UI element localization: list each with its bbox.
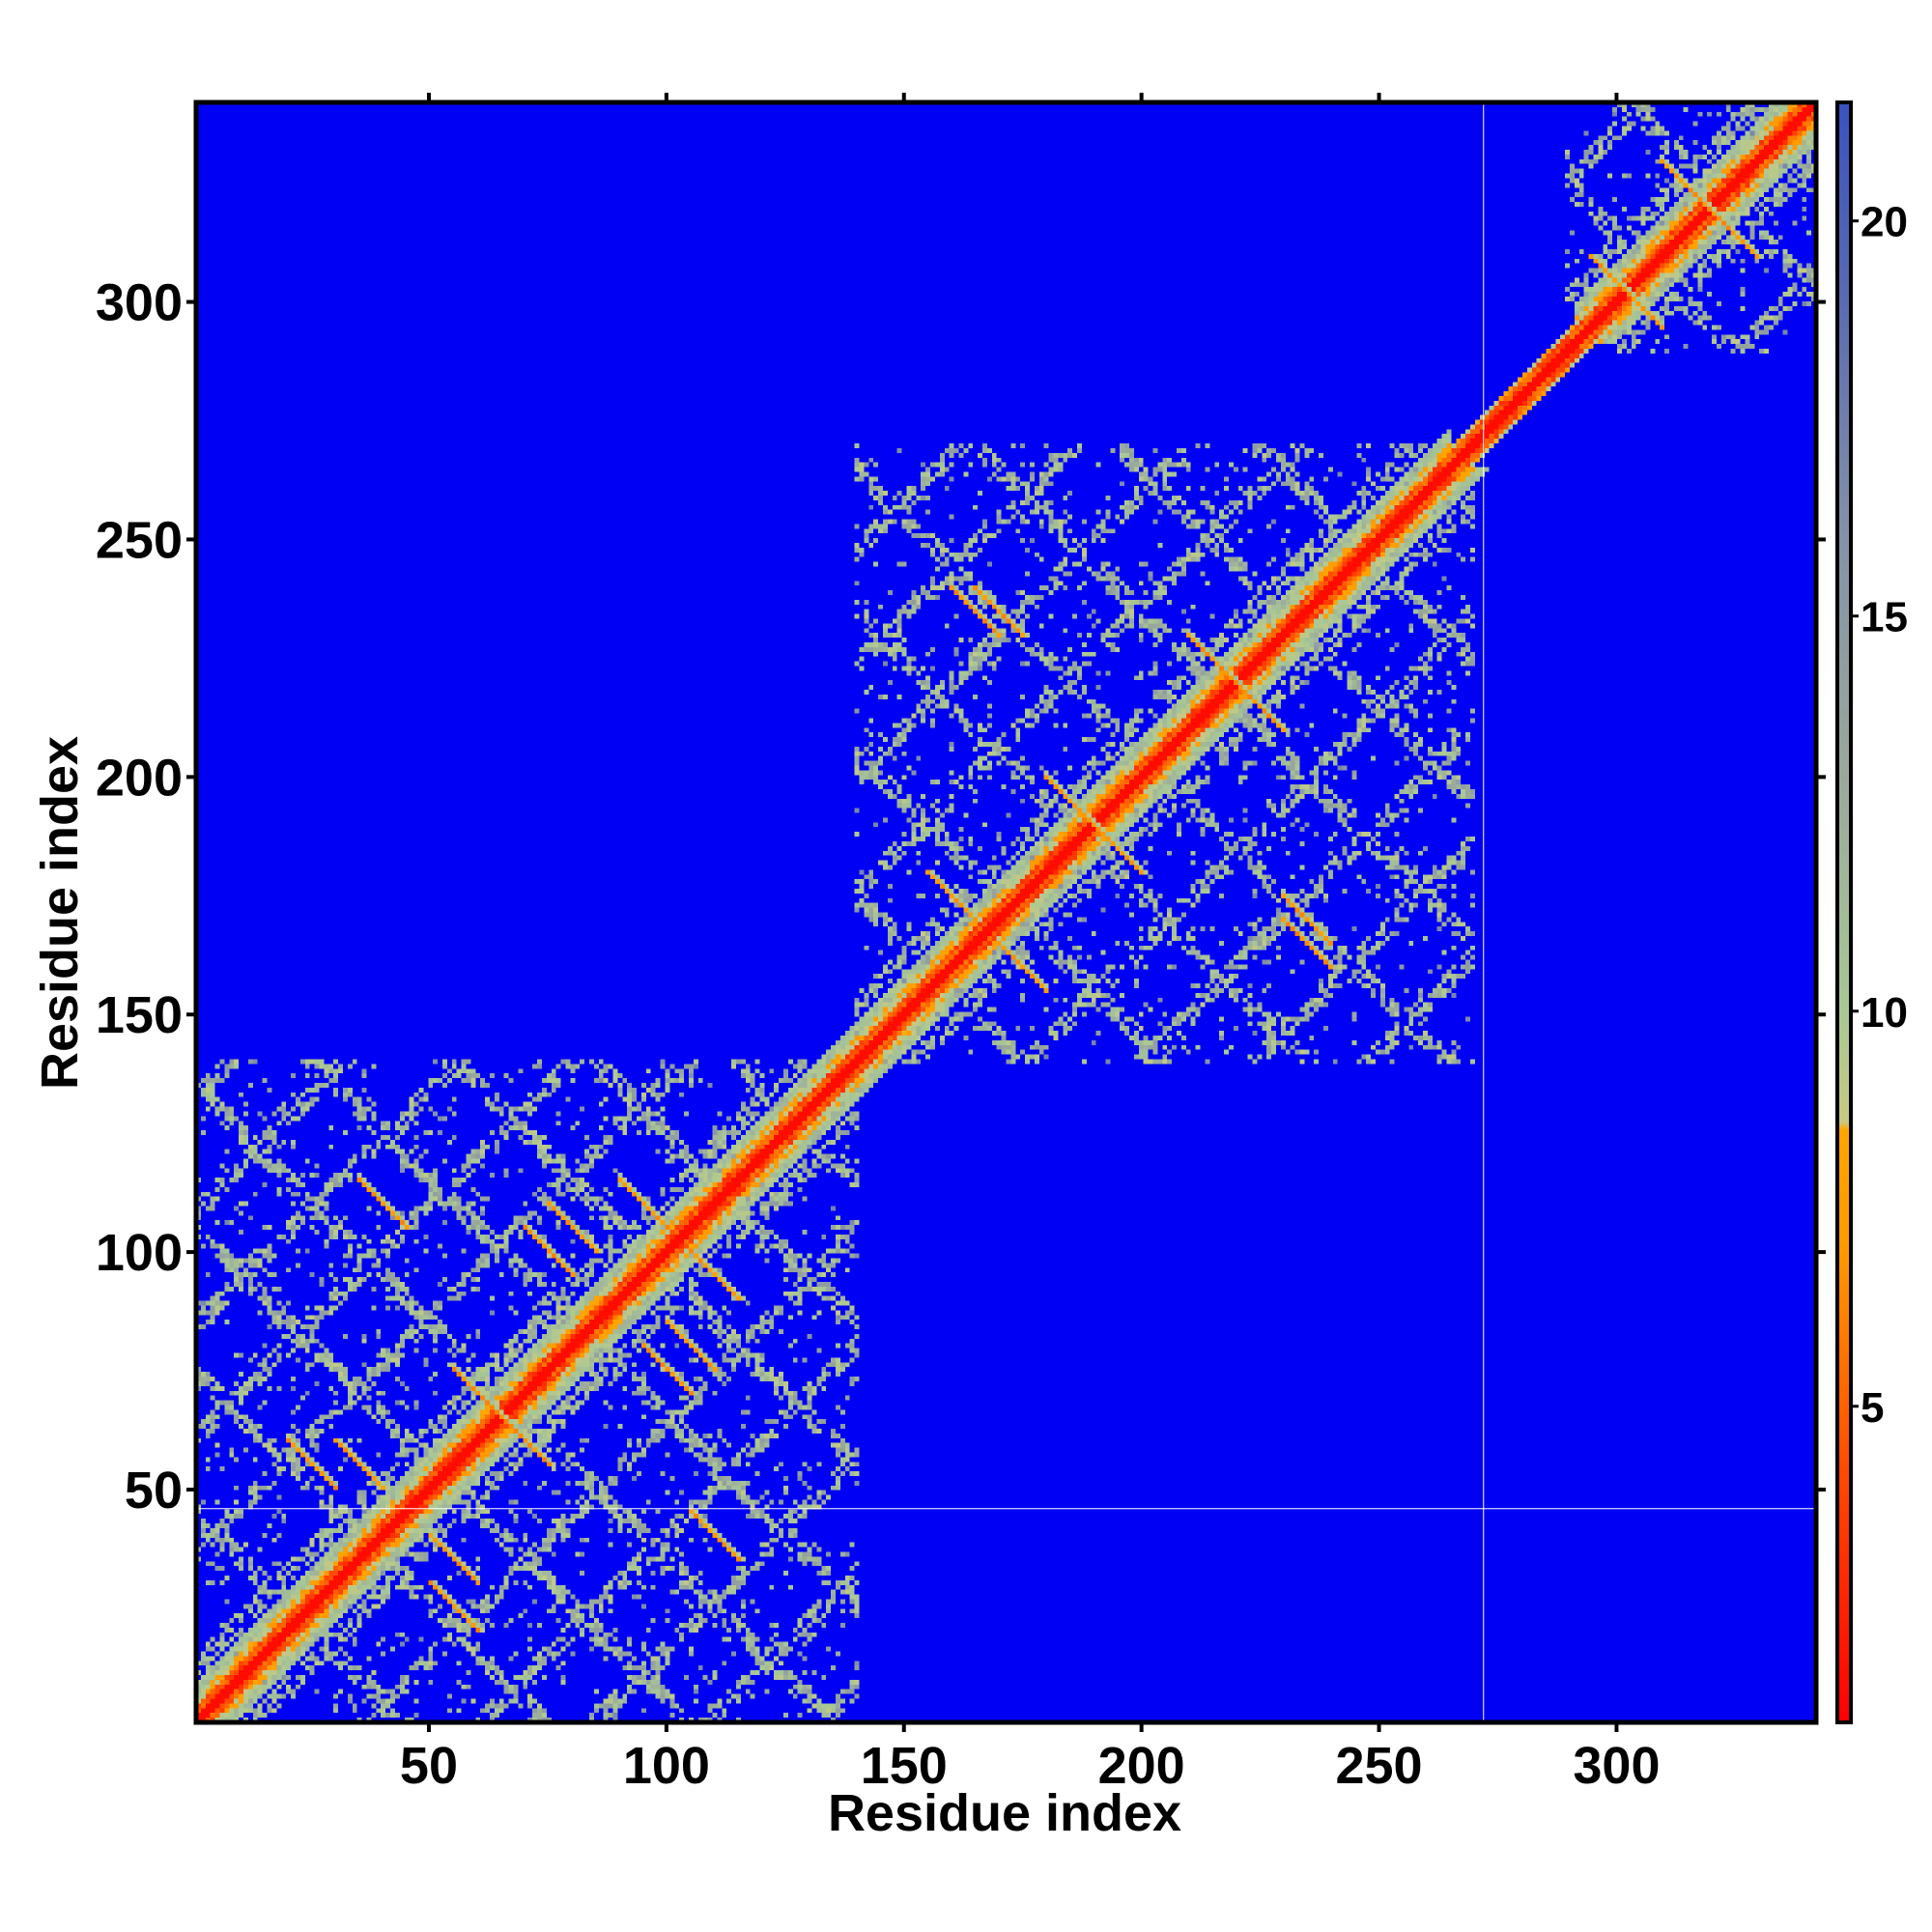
heatmap-plot-area	[196, 102, 1816, 1722]
colorbar-tick-label: 20	[1861, 199, 1908, 246]
y-tick-label: 100	[96, 1224, 183, 1282]
y-tick-label: 250	[96, 511, 183, 569]
y-tick-label: 300	[96, 274, 183, 332]
x-tick-label: 200	[1098, 1737, 1185, 1795]
colorbar-gradient	[1835, 100, 1853, 1724]
y-axis-label: Residue index	[31, 736, 89, 1090]
heatmap-cells	[196, 102, 1816, 1722]
colorbar-tick-label: 5	[1861, 1384, 1884, 1432]
y-tick-label: 150	[96, 986, 183, 1044]
x-tick-label: 100	[623, 1737, 710, 1795]
x-tick-label: 300	[1573, 1737, 1660, 1795]
colorbar-tick-label: 15	[1861, 594, 1908, 641]
axes: 50 100 150 200 250 300 50 100 150 200 250 300	[96, 93, 1826, 1795]
colorbar: 5 10 15 20	[1835, 100, 1908, 1724]
x-tick-label: 150	[861, 1737, 948, 1795]
colorbar-tick-label: 10	[1861, 989, 1908, 1037]
x-tick-label: 250	[1335, 1737, 1422, 1795]
y-tick-label: 50	[125, 1462, 183, 1520]
x-axis-label: Residue index	[828, 1784, 1181, 1842]
x-tick-label: 50	[400, 1737, 458, 1795]
plot-frame	[193, 99, 1819, 1725]
y-tick-label: 200	[96, 749, 183, 807]
